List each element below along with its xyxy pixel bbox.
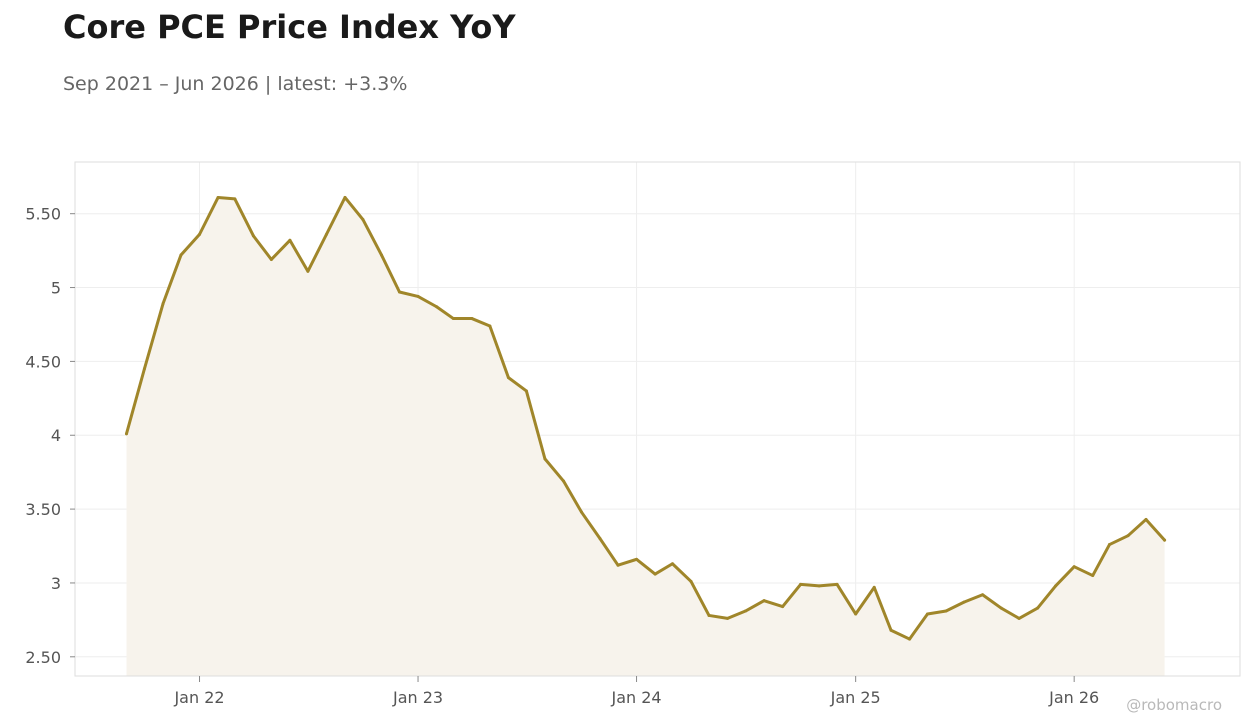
data-point	[161, 302, 165, 306]
x-tick-label: Jan 24	[610, 688, 661, 707]
series-line	[124, 195, 1167, 641]
plot-frame	[74, 161, 1241, 677]
data-point	[817, 584, 821, 588]
plot-frame-group	[74, 161, 1241, 677]
x-tick-label: Jan 23	[392, 688, 443, 707]
y-tick-label: 5	[51, 279, 61, 298]
data-point	[435, 305, 439, 309]
data-point	[781, 605, 785, 609]
data-point	[1054, 584, 1058, 588]
data-point	[962, 600, 966, 604]
data-point	[306, 269, 310, 273]
data-point	[361, 218, 365, 222]
y-tick-label: 5.50	[25, 205, 61, 224]
data-point	[179, 253, 183, 257]
data-point	[1107, 543, 1111, 547]
data-point	[1017, 616, 1021, 620]
data-point	[506, 376, 510, 380]
x-tick-label: Jan 25	[830, 688, 881, 707]
data-point	[999, 606, 1003, 610]
chart-title: Core PCE Price Index YoY	[63, 8, 516, 46]
data-point	[1163, 538, 1167, 542]
data-point	[324, 232, 328, 236]
data-point	[762, 599, 766, 603]
area-fill	[126, 197, 1165, 676]
data-point	[251, 234, 255, 238]
data-point	[616, 563, 620, 567]
y-tick-label: 2.50	[25, 648, 61, 667]
data-point	[1091, 574, 1095, 578]
chart-subtitle: Sep 2021 – Jun 2026 | latest: +3.3%	[63, 73, 408, 95]
data-point	[944, 609, 948, 613]
data-point	[579, 510, 583, 514]
data-point	[1036, 606, 1040, 610]
data-point	[981, 593, 985, 597]
data-point	[198, 232, 202, 236]
y-tick-label: 4	[51, 426, 61, 445]
data-point	[269, 257, 273, 261]
data-point	[1126, 534, 1130, 538]
y-tick-label: 3.50	[25, 500, 61, 519]
data-point	[1144, 517, 1148, 521]
data-point	[343, 195, 347, 199]
data-point	[908, 637, 912, 641]
data-point	[872, 585, 876, 589]
data-point	[124, 432, 128, 436]
data-point	[726, 616, 730, 620]
data-point	[653, 572, 657, 576]
data-point	[216, 195, 220, 199]
data-point	[854, 612, 858, 616]
watermark-credit: @robomacro	[1126, 696, 1222, 714]
data-point	[397, 290, 401, 294]
data-point	[598, 537, 602, 541]
data-point	[142, 367, 146, 371]
x-axis: Jan 22 Jan 23 Jan 24 Jan 25 Jan 26	[173, 676, 1099, 707]
data-point	[670, 562, 674, 566]
area-fill-group	[126, 197, 1165, 676]
y-tick-label: 4.50	[25, 352, 61, 371]
data-point	[889, 628, 893, 632]
data-point	[635, 557, 639, 561]
data-point	[799, 582, 803, 586]
data-point	[470, 317, 474, 321]
data-point	[1072, 565, 1076, 569]
data-point	[288, 238, 292, 242]
data-point	[744, 609, 747, 613]
data-points	[124, 195, 1167, 641]
data-point	[707, 613, 711, 617]
x-tick-label: Jan 22	[173, 688, 224, 707]
series-line-group	[124, 195, 1167, 641]
data-point	[562, 479, 566, 483]
x-tick-label: Jan 26	[1048, 688, 1099, 707]
data-point	[926, 612, 929, 616]
data-point	[380, 253, 384, 257]
data-point	[835, 582, 839, 586]
data-point	[416, 294, 420, 298]
data-point	[233, 197, 237, 201]
y-tick-label: 3	[51, 574, 61, 593]
data-point	[488, 324, 492, 328]
data-point	[524, 389, 528, 393]
y-axis: 2.50 3 3.50 4 4.50 5 5.50	[25, 205, 75, 667]
data-point	[543, 457, 547, 461]
data-point	[689, 579, 693, 583]
data-point	[451, 317, 455, 321]
